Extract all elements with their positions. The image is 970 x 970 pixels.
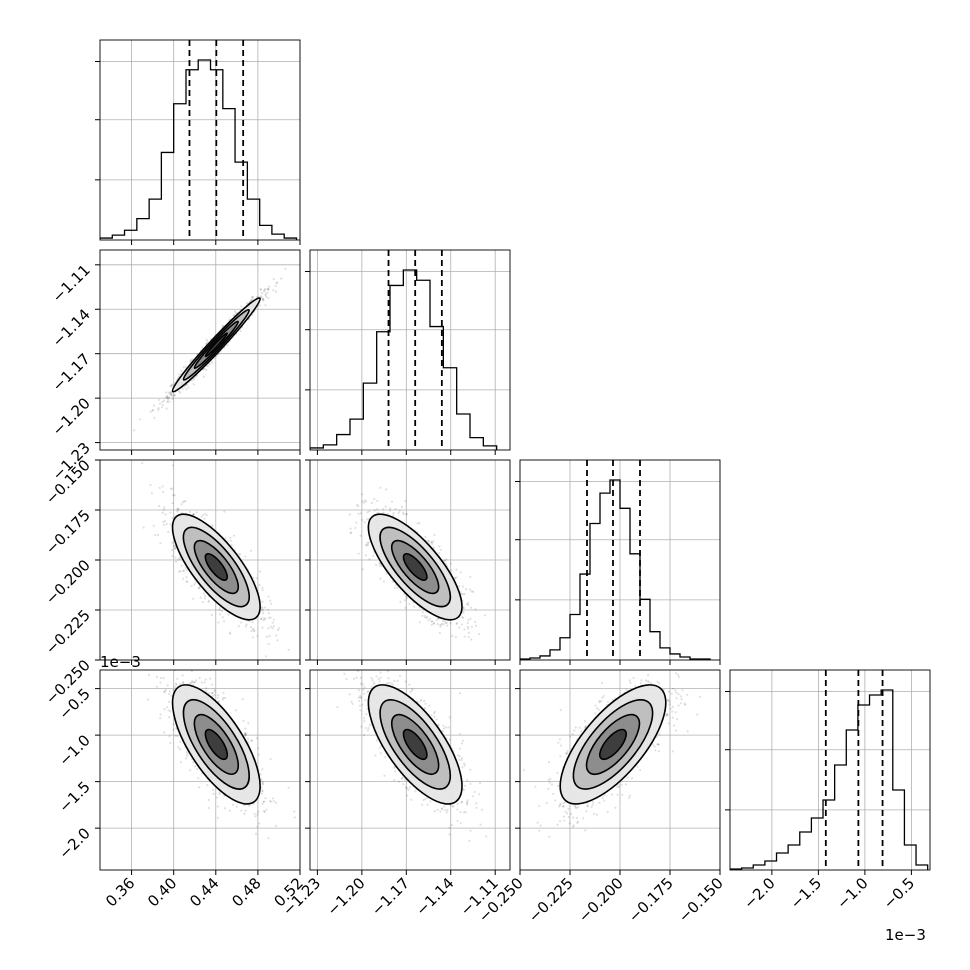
contour-line xyxy=(204,552,229,581)
histogram-step xyxy=(100,59,298,240)
contour-line xyxy=(390,713,440,775)
x-tick-label: −0.5 xyxy=(880,874,918,912)
contour-line xyxy=(559,684,667,805)
contour-line xyxy=(171,684,261,805)
contour-line xyxy=(182,308,250,381)
panel-frame xyxy=(309,669,511,871)
y-tick-label: −2.0 xyxy=(55,824,93,862)
y-tick-label: −1.0 xyxy=(55,731,93,769)
x-tick-label: −2.0 xyxy=(740,874,778,912)
x-offset-label: 1e−3 xyxy=(885,926,926,944)
x-tick-label: 0.40 xyxy=(144,874,180,910)
scatter-panel-3-1: −1.23 −1.20 −1.17 −1.14 −1.11 xyxy=(279,669,511,919)
x-tick-label: −0.150 xyxy=(675,874,727,926)
contour-line xyxy=(182,526,250,608)
density-fill xyxy=(403,729,427,760)
contour-line xyxy=(193,713,240,775)
histogram-step xyxy=(520,479,711,660)
x-tick-label: −0.225 xyxy=(525,874,577,926)
panel-frame xyxy=(99,39,301,241)
contour-line xyxy=(585,713,641,775)
contour-line xyxy=(193,320,240,370)
x-tick-label: 0.48 xyxy=(228,874,264,910)
contour-line xyxy=(402,552,428,581)
y-tick-label: −1.17 xyxy=(49,350,94,395)
scatter-panel-3-0: −2.0−1.5−1.0−0.50.36 0.40 0.44 0.48 0.52 xyxy=(55,669,307,910)
contour-line xyxy=(204,728,229,761)
y-tick-label: −1.5 xyxy=(55,778,93,816)
panel-frame xyxy=(99,249,301,451)
density-fill xyxy=(205,333,228,357)
x-tick-label: −1.0 xyxy=(833,874,871,912)
x-tick-label: 0.36 xyxy=(102,874,138,910)
scatter-panel-1-0: −1.23−1.20−1.17−1.14−1.11 xyxy=(49,249,301,484)
density-fill xyxy=(205,553,228,581)
x-tick-label: −1.20 xyxy=(323,874,368,919)
scatter-panel-3-2: −0.250−0.225−0.200−0.175−0.150 xyxy=(475,669,727,926)
y-tick-label: −1.14 xyxy=(49,305,94,350)
panel-frame xyxy=(99,669,301,871)
contour-line xyxy=(171,513,261,621)
density-fill xyxy=(599,729,627,760)
y-tick-label: −1.20 xyxy=(49,394,94,439)
y-tick-label: −0.225 xyxy=(42,606,94,658)
hist-panel-2 xyxy=(515,459,721,665)
y-offset-label: 1e−3 xyxy=(100,653,141,671)
contour-line xyxy=(379,526,452,608)
contour-line xyxy=(171,297,261,393)
panel-frame xyxy=(729,669,931,871)
density-fill xyxy=(205,729,228,760)
contour-line xyxy=(182,698,250,790)
contour-line xyxy=(572,698,654,790)
x-tick-label: −0.175 xyxy=(625,874,677,926)
hist-panel-1 xyxy=(305,249,511,455)
contour-line xyxy=(204,332,229,358)
histogram-step xyxy=(310,269,498,450)
x-tick-label: −0.200 xyxy=(575,874,627,926)
y-tick-label: −0.200 xyxy=(42,556,94,608)
y-tick-label: −0.175 xyxy=(42,506,94,558)
y-tick-label: −1.11 xyxy=(49,261,94,306)
panel-frame xyxy=(309,249,511,451)
x-tick-label: −1.14 xyxy=(412,874,457,919)
x-tick-label: −1.5 xyxy=(787,874,825,912)
contour-line xyxy=(193,539,240,595)
density-fill xyxy=(403,553,427,581)
hist-panel-3: −2.0 −1.5 −1.0 −0.5 xyxy=(725,669,931,913)
histogram-step xyxy=(730,689,929,870)
x-tick-label: 0.44 xyxy=(186,874,222,910)
contour-line xyxy=(599,728,628,761)
x-tick-label: −1.17 xyxy=(368,874,413,919)
hist-panel-0 xyxy=(95,39,301,245)
contour-line xyxy=(390,539,440,595)
scatter-panel-2-1 xyxy=(305,459,511,665)
contour-line xyxy=(402,728,428,761)
contour-line xyxy=(367,684,463,805)
contour-line xyxy=(379,698,452,790)
contour-line xyxy=(367,513,463,621)
